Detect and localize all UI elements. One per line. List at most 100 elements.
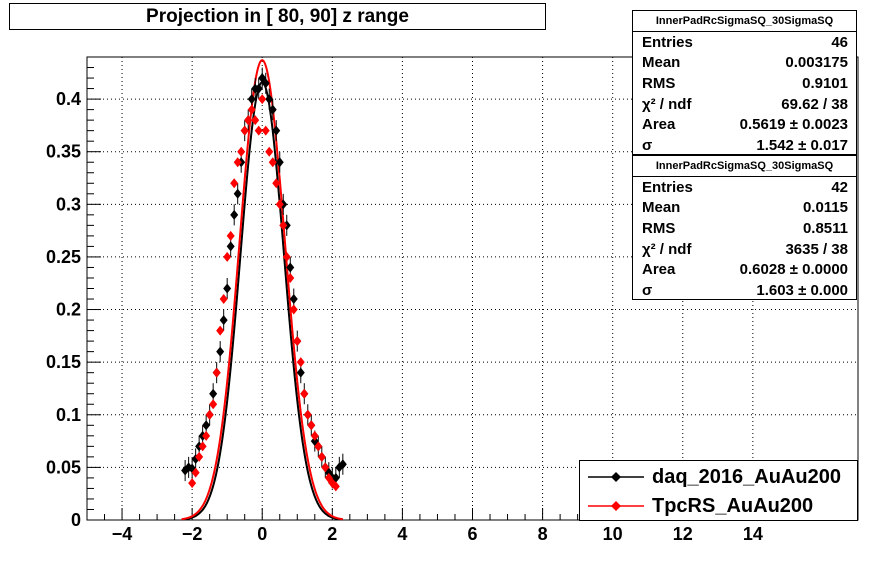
stats-box-tpcrs: InnerPadRcSigmaSQ_30SigmaSQ Entries 42 Me… — [632, 155, 857, 300]
stats-row-mean: Mean 0.003175 — [633, 53, 856, 74]
data-point — [289, 304, 298, 315]
data-point — [195, 451, 204, 462]
stats-label: σ — [642, 281, 653, 299]
chart-title-text: Projection in [ 80, 90] z range — [146, 5, 409, 27]
data-point — [261, 78, 270, 89]
stats-row-mean: Mean 0.0115 — [633, 198, 856, 219]
data-point — [216, 325, 225, 336]
data-point — [219, 315, 228, 326]
x-tick-label: 12 — [673, 524, 693, 544]
data-point — [272, 125, 281, 136]
data-point — [275, 157, 284, 168]
y-tick-label: 0.05 — [46, 457, 81, 477]
data-point — [188, 478, 197, 489]
data-point — [191, 467, 200, 478]
x-tick-label: −4 — [112, 524, 133, 544]
stats-label: Mean — [642, 199, 681, 217]
x-tick-label: 6 — [467, 524, 477, 544]
data-point — [198, 441, 207, 452]
stats-value: 0.6028 ± 0.0000 — [739, 261, 848, 279]
y-tick-label: 0.1 — [56, 405, 81, 425]
y-tick-label: 0.25 — [46, 247, 81, 267]
data-point — [268, 157, 277, 168]
data-point — [321, 462, 330, 473]
data-point — [244, 115, 253, 126]
data-point — [254, 83, 263, 94]
stats-row-rms: RMS 0.8511 — [633, 218, 856, 239]
y-tick-label: 0.15 — [46, 352, 81, 372]
data-point — [226, 230, 235, 241]
y-tick-label: 0.35 — [46, 142, 81, 162]
data-point — [286, 272, 295, 283]
stats-value: 0.9101 — [802, 74, 848, 92]
legend: daq_2016_AuAu200 TpcRS_AuAu200 — [579, 460, 858, 521]
y-tick-label: 0.4 — [56, 89, 81, 109]
stats-label: Entries — [642, 178, 693, 196]
data-point — [219, 294, 228, 305]
data-point — [279, 220, 288, 231]
data-point — [216, 346, 225, 357]
stats-row-entries: Entries 46 — [633, 32, 856, 53]
stats-label: RMS — [642, 74, 676, 92]
data-point — [251, 115, 260, 126]
data-point — [275, 199, 284, 210]
stats-value: 0.8511 — [802, 219, 848, 237]
stats-box-daq: InnerPadRcSigmaSQ_30SigmaSQ Entries 46 Me… — [632, 10, 857, 155]
data-point — [212, 367, 221, 378]
stats-label: σ — [642, 136, 653, 154]
data-point — [296, 357, 305, 368]
stats-row-area: Area 0.6028 ± 0.0000 — [633, 259, 856, 280]
stats-value: 3635 / 38 — [785, 240, 848, 258]
y-tick-label: 0.2 — [56, 300, 81, 320]
stats-row-area: Area 0.5619 ± 0.0023 — [633, 114, 856, 135]
legend-label-tpcrs: TpcRS_AuAu200 — [652, 494, 814, 517]
stats-label: χ² / ndf — [642, 240, 692, 258]
data-point — [317, 451, 326, 462]
data-point — [205, 409, 214, 420]
data-point — [258, 94, 267, 105]
data-point — [265, 146, 274, 157]
data-point — [310, 430, 319, 441]
stats-value: 0.003175 — [785, 54, 848, 72]
stats-value: 0.0115 — [802, 199, 848, 217]
data-point — [254, 125, 263, 136]
data-point — [314, 441, 323, 452]
data-point — [209, 399, 218, 410]
stats-row-sigma: σ 1.603 ± 0.000 — [633, 280, 856, 301]
stats-value: 1.603 ± 0.000 — [756, 281, 848, 299]
data-point — [247, 104, 256, 115]
data-points — [181, 67, 347, 492]
x-tick-label: −2 — [182, 524, 203, 544]
data-point — [293, 336, 302, 347]
x-tick-label: 10 — [603, 524, 623, 544]
x-tick-label: 14 — [743, 524, 763, 544]
data-point — [202, 430, 211, 441]
data-point — [209, 388, 218, 399]
data-point — [303, 409, 312, 420]
stats-row-entries: Entries 42 — [633, 177, 856, 198]
data-point — [240, 125, 249, 136]
chart-title: Projection in [ 80, 90] z range — [9, 3, 546, 30]
stats-header: InnerPadRcSigmaSQ_30SigmaSQ — [633, 156, 856, 177]
axes: −4 −2 0 2 4 6 8 10 12 14 0 0.05 0.1 0.15 0.2 0.25 0.3 0.3… — [46, 56, 859, 544]
stats-label: Area — [642, 116, 676, 134]
data-point — [230, 178, 239, 189]
x-tick-label: 0 — [257, 524, 267, 544]
stats-row-rms: RMS 0.9101 — [633, 73, 856, 94]
stats-value: 69.62 / 38 — [781, 95, 848, 113]
data-point — [223, 283, 232, 294]
y-tick-label: 0 — [71, 510, 81, 530]
stats-row-chi2: χ² / ndf 3635 / 38 — [633, 239, 856, 260]
data-point — [230, 209, 239, 220]
stats-row-sigma: σ 1.542 ± 0.017 — [633, 135, 856, 156]
data-point — [307, 420, 316, 431]
stats-label: Mean — [642, 54, 681, 72]
data-point — [268, 104, 277, 115]
data-point — [331, 481, 340, 492]
data-point — [233, 157, 242, 168]
data-point — [286, 262, 295, 273]
stats-value: 46 — [831, 33, 848, 51]
data-point — [272, 178, 281, 189]
data-point — [261, 125, 270, 136]
